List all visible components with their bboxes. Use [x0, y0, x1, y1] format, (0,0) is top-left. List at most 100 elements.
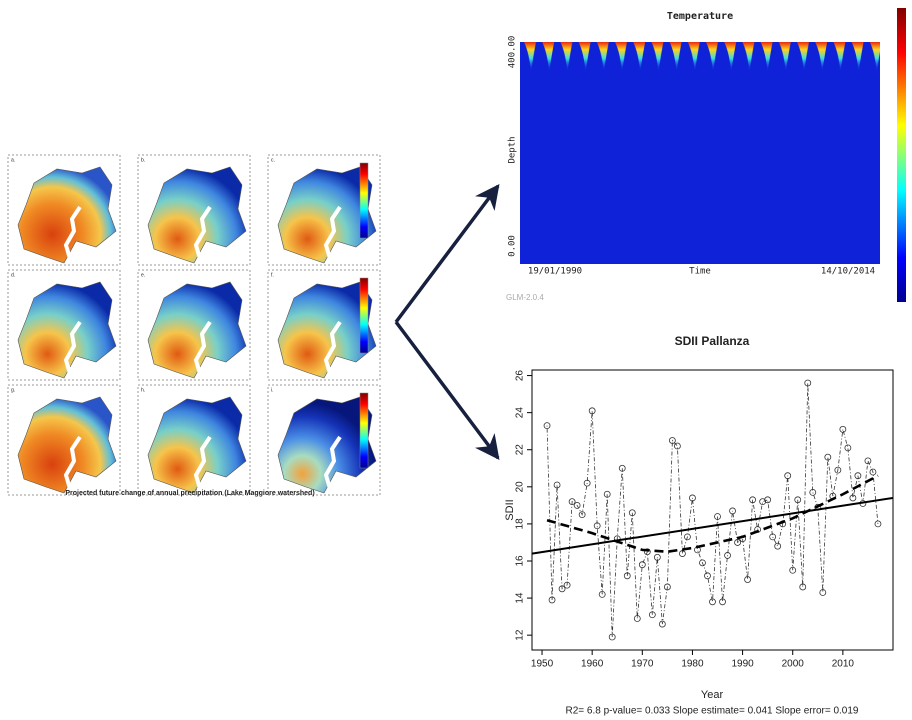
lake — [63, 205, 82, 260]
lake — [63, 435, 82, 490]
data-point — [729, 507, 736, 515]
data-point — [653, 553, 661, 561]
map-grid: a. b. c. d. e. f. g. h. i. — [7, 154, 381, 496]
data-point — [744, 576, 751, 583]
map-colorbar — [359, 392, 369, 469]
data-point — [819, 589, 827, 596]
x-tick-label: 2010 — [832, 659, 855, 670]
map — [277, 281, 377, 379]
panel-label: f. — [271, 272, 274, 278]
x-axis-label: Year — [701, 689, 724, 701]
data-point — [543, 422, 551, 430]
data-point — [844, 444, 852, 452]
data-point — [784, 472, 792, 480]
lake — [323, 205, 342, 260]
panel-label: a. — [11, 157, 15, 163]
data-point — [548, 596, 556, 604]
data-point — [633, 615, 641, 622]
data-point — [658, 620, 666, 628]
data-point — [869, 468, 877, 476]
lake — [63, 320, 82, 375]
y-range-label: 400.00 — [508, 36, 518, 69]
data-point — [764, 496, 772, 504]
data-point — [874, 520, 882, 528]
data-point — [704, 572, 711, 580]
data-point — [864, 457, 872, 465]
line-chart: SDII Pallanza SDII Year R2= 6.8 p-value=… — [504, 334, 894, 717]
y-tick-label: 18 — [515, 518, 526, 530]
data-point — [689, 494, 696, 502]
data-point — [804, 379, 812, 387]
lake — [323, 320, 342, 375]
panel-label: b. — [141, 157, 145, 163]
map — [277, 396, 377, 494]
x-tick-label: 1960 — [581, 659, 604, 670]
data-point — [588, 407, 596, 415]
series-line — [546, 382, 879, 638]
data-point — [714, 513, 721, 520]
panel-label: e. — [141, 272, 145, 278]
data-point — [719, 598, 726, 606]
data-point — [724, 552, 731, 559]
software-note: GLM-2.0.4 — [506, 293, 544, 302]
y-tick-label: 16 — [515, 555, 526, 567]
heatmap-panel: Temperature 400.00 Depth 0.00 19/01/1990… — [506, 8, 906, 302]
data-point — [618, 464, 626, 472]
panel-label: h. — [141, 387, 145, 393]
data-point — [749, 496, 757, 504]
arrow — [394, 184, 500, 324]
data-point — [568, 498, 576, 506]
data-point — [839, 425, 847, 433]
heatmap-title: Temperature — [667, 11, 733, 22]
series-line — [531, 496, 894, 555]
map — [17, 396, 117, 494]
data-point — [638, 561, 646, 569]
data-point — [759, 498, 767, 506]
data-point — [623, 572, 631, 580]
data-point — [679, 550, 686, 557]
data-point — [734, 539, 741, 546]
y-tick-label: 24 — [515, 407, 526, 419]
data-point — [578, 511, 586, 519]
data-point — [553, 481, 561, 489]
data-point — [628, 509, 636, 517]
data-point — [699, 559, 706, 567]
colorbar — [897, 8, 906, 302]
map — [147, 396, 247, 494]
data-point — [789, 566, 797, 574]
data-point — [648, 611, 656, 619]
data-point — [799, 583, 807, 591]
x-tick-label: 1950 — [531, 659, 554, 670]
map — [277, 166, 377, 264]
data-point — [583, 479, 591, 487]
data-point — [603, 490, 611, 498]
x-range-label: 14/10/2014 — [821, 267, 875, 277]
map — [17, 166, 117, 264]
y-tick-label: 12 — [515, 629, 526, 641]
data-point — [809, 488, 817, 496]
data-point — [769, 533, 777, 541]
y-tick-label: 26 — [515, 370, 526, 382]
data-point — [663, 583, 671, 591]
x-tick-label: 1980 — [681, 659, 704, 670]
chart-title: SDII Pallanza — [675, 334, 750, 348]
lake — [193, 205, 212, 260]
map-colorbar — [359, 277, 369, 354]
plot-frame — [531, 369, 894, 651]
y-range-label: 0.00 — [508, 235, 518, 257]
panel-label: c. — [271, 157, 275, 163]
arrow — [394, 320, 500, 460]
lake — [193, 320, 212, 375]
data-point — [854, 472, 862, 480]
x-tick-label: 2000 — [782, 659, 805, 670]
data-point — [774, 542, 782, 550]
panel-label: i. — [271, 387, 274, 393]
x-axis-label: Time — [689, 267, 711, 277]
map — [17, 281, 117, 379]
map-colorbar — [359, 162, 369, 239]
lake — [193, 435, 212, 490]
map — [147, 166, 247, 264]
arrows — [394, 184, 500, 460]
y-tick-label: 22 — [515, 444, 526, 456]
